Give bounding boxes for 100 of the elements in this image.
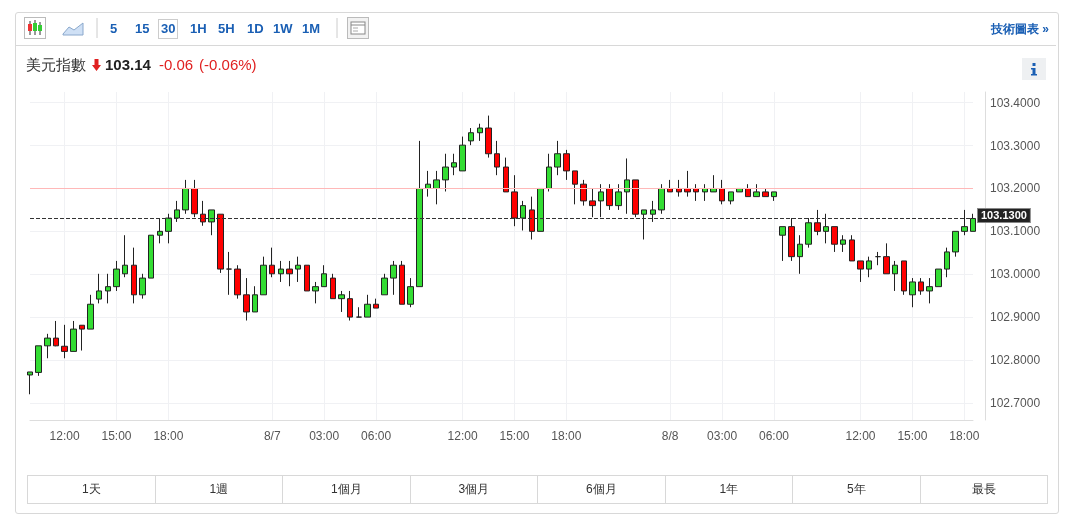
candlestick bbox=[131, 247, 137, 304]
candlestick bbox=[797, 234, 803, 275]
candlestick bbox=[321, 264, 327, 288]
text: 6個月 bbox=[537, 476, 665, 503]
candlestick bbox=[234, 264, 241, 300]
candlestick bbox=[529, 196, 535, 240]
candlestick bbox=[312, 281, 319, 304]
candlestick bbox=[866, 256, 872, 278]
candlestick bbox=[952, 230, 959, 258]
x-tick-label: 18:00 bbox=[949, 429, 980, 443]
candlestick bbox=[364, 294, 371, 318]
candlestick bbox=[918, 277, 924, 296]
candlestick bbox=[753, 183, 760, 198]
candlestick bbox=[407, 277, 414, 308]
chart-title: 美元指數 bbox=[26, 56, 86, 73]
candlestick bbox=[511, 174, 518, 227]
candlestick bbox=[831, 226, 838, 253]
ref-line-label: 103.1300 bbox=[981, 209, 1027, 222]
candlestick bbox=[883, 242, 890, 275]
x-tick-label: 06:00 bbox=[759, 429, 790, 443]
candlestick bbox=[442, 153, 449, 192]
x-tick-label: 03:00 bbox=[309, 429, 340, 443]
text: 1D bbox=[247, 21, 264, 37]
x-tick-label: 15:00 bbox=[101, 429, 132, 443]
x-tick-label: 12:00 bbox=[49, 429, 80, 443]
candlestick bbox=[139, 273, 146, 300]
candlestick bbox=[935, 268, 942, 288]
candlestick bbox=[416, 140, 423, 288]
candlestick bbox=[459, 136, 466, 172]
candlestick bbox=[892, 260, 898, 292]
y-tick-label: 103.2000 bbox=[990, 181, 1041, 196]
x-tick-label: 06:00 bbox=[361, 429, 392, 443]
candlestick bbox=[961, 209, 968, 236]
x-tick-label: 18:00 bbox=[551, 429, 582, 443]
y-tick-label: 103.4000 bbox=[990, 95, 1041, 110]
candlestick bbox=[805, 217, 812, 249]
candlestick bbox=[554, 140, 561, 176]
candlestick bbox=[468, 127, 474, 146]
candlestick bbox=[330, 273, 336, 300]
candlestick bbox=[520, 200, 526, 231]
candlestick bbox=[788, 217, 795, 262]
candlestick bbox=[624, 157, 630, 215]
candlestick bbox=[546, 153, 552, 192]
x-tick-label: 8/7 bbox=[263, 429, 281, 443]
candlestick bbox=[269, 247, 275, 278]
candlestick bbox=[589, 187, 596, 218]
candlestick bbox=[182, 179, 189, 215]
x-tick-label: 03:00 bbox=[707, 429, 738, 443]
candlestick bbox=[849, 234, 855, 262]
candlestick bbox=[433, 170, 440, 205]
candlestick bbox=[390, 260, 397, 296]
text: 1H bbox=[190, 21, 207, 37]
text: 最長 bbox=[919, 476, 1047, 503]
candlestick bbox=[857, 260, 864, 283]
candlestick bbox=[494, 140, 500, 176]
candlestick bbox=[944, 247, 950, 278]
candlestick bbox=[53, 320, 59, 347]
x-tick-label: 18:00 bbox=[153, 429, 184, 443]
candlestick bbox=[537, 187, 544, 232]
text: 1個月 bbox=[282, 476, 410, 503]
candlestick bbox=[304, 264, 310, 292]
candlestick bbox=[477, 123, 483, 142]
candlestick bbox=[572, 170, 578, 205]
text: 1M bbox=[302, 21, 321, 37]
candlestick bbox=[295, 256, 301, 283]
text: -0.06 bbox=[158, 56, 194, 73]
candlestick bbox=[260, 256, 267, 296]
y-tick-label: 102.9000 bbox=[990, 310, 1041, 325]
candlestick bbox=[926, 277, 933, 304]
candlestick bbox=[87, 294, 94, 330]
candlestick bbox=[641, 209, 647, 240]
candlestick bbox=[381, 273, 388, 296]
candlestick bbox=[286, 260, 293, 287]
text: 5年 bbox=[792, 476, 920, 503]
text: (-0.06%) bbox=[199, 56, 257, 73]
candlestick bbox=[347, 290, 353, 322]
candlestick bbox=[814, 209, 821, 236]
candlestick bbox=[243, 277, 250, 322]
text: 5H bbox=[218, 21, 235, 37]
candlestick bbox=[157, 217, 163, 244]
text: 1W bbox=[273, 21, 293, 37]
candlestick bbox=[338, 290, 345, 313]
candlestick bbox=[191, 179, 198, 218]
candlestick bbox=[909, 277, 916, 308]
y-tick-label: 102.7000 bbox=[990, 395, 1041, 410]
text: 30 bbox=[158, 19, 179, 39]
candlestick bbox=[226, 251, 232, 296]
candlestick bbox=[35, 345, 42, 377]
candlestick bbox=[113, 260, 120, 292]
candlestick bbox=[61, 324, 68, 359]
candlestick bbox=[165, 213, 172, 244]
candlestick bbox=[217, 213, 224, 274]
candlestick bbox=[122, 234, 128, 278]
text: 5 bbox=[110, 21, 118, 37]
candlestick bbox=[840, 234, 846, 253]
candlestick bbox=[356, 306, 362, 318]
candlestick bbox=[650, 200, 656, 223]
candlestick bbox=[252, 285, 258, 313]
y-tick-label: 103.0000 bbox=[990, 267, 1041, 282]
candlestick bbox=[485, 115, 492, 159]
